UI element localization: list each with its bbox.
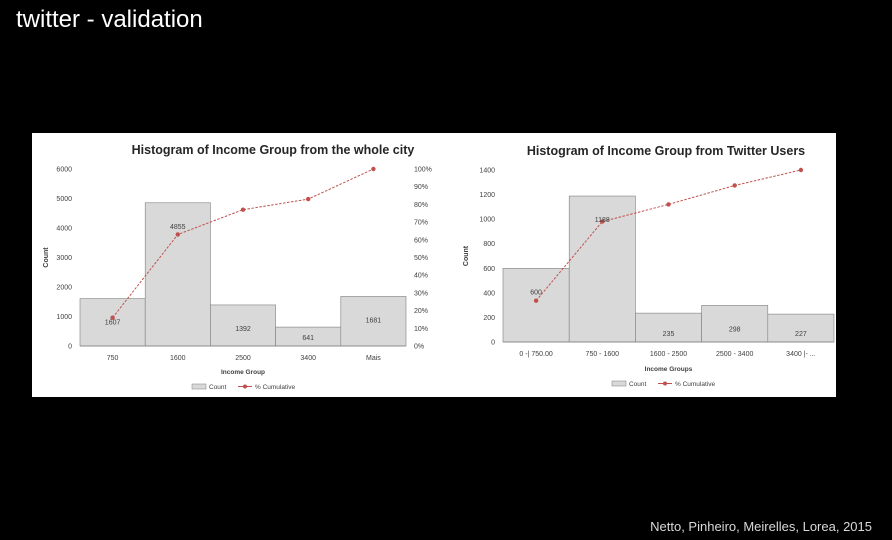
- y2-tick-label: 40%: [414, 273, 428, 280]
- data-label: 227: [795, 331, 807, 338]
- y2-tick-label: 60%: [414, 237, 428, 244]
- data-label: 298: [729, 326, 741, 333]
- cumulative-point: [371, 166, 376, 172]
- legend-count-label: Count: [629, 381, 647, 388]
- cumulative-point: [240, 207, 246, 212]
- x-tick-label: 2500: [235, 355, 251, 362]
- y-tick-label: 2000: [56, 285, 72, 292]
- y-tick-label: 4000: [56, 226, 72, 233]
- y2-tick-label: 10%: [414, 326, 428, 333]
- y2-tick-label: 0%: [414, 344, 424, 351]
- cumulative-point: [306, 196, 311, 202]
- data-label: 4855: [170, 224, 186, 231]
- chart-panel: Histogram of Income Group from the whole…: [32, 133, 836, 397]
- data-label: 600: [530, 289, 542, 296]
- y-tick-label: 3000: [56, 255, 72, 262]
- legend-count-swatch: [191, 383, 207, 390]
- y2-tick-label: 90%: [414, 184, 428, 191]
- cumulative-point: [175, 232, 180, 237]
- y2-tick-label: 100%: [414, 167, 432, 174]
- histogram-bar: [79, 298, 146, 347]
- data-label: 1681: [366, 317, 382, 324]
- cumulative-point: [798, 167, 804, 173]
- y-axis-title: Count: [43, 247, 50, 268]
- x-tick-label: 750 - 1600: [586, 351, 620, 358]
- cumulative-point: [533, 298, 539, 303]
- y-tick-label: 200: [483, 315, 495, 322]
- y-tick-label: 5000: [56, 196, 72, 203]
- x-tick-label: 1600: [170, 355, 186, 362]
- y-tick-label: 1000: [479, 217, 495, 224]
- data-label: 1188: [595, 217, 610, 224]
- chart-title: Histogram of Income Group from Twitter U…: [527, 144, 805, 158]
- histogram-bar: [767, 313, 835, 343]
- y-tick-label: 800: [483, 241, 495, 248]
- data-label: 1607: [105, 320, 121, 327]
- legend-count-label: Count: [209, 384, 227, 391]
- chart-title: Histogram of Income Group from the whole…: [132, 143, 415, 157]
- data-label: 1392: [235, 326, 251, 333]
- histogram-bar: [635, 312, 702, 343]
- y2-tick-label: 30%: [414, 290, 428, 297]
- histogram-bar: [210, 304, 276, 347]
- x-axis-title: Income Groups: [645, 366, 693, 373]
- y-tick-label: 600: [483, 266, 495, 273]
- x-tick-label: 1600 - 2500: [650, 351, 687, 358]
- y2-tick-label: 80%: [414, 202, 428, 209]
- cumulative-point: [732, 183, 737, 188]
- legend-cumulative-dot: [243, 384, 247, 389]
- y-tick-label: 0: [68, 344, 72, 351]
- x-tick-label: Mais: [366, 355, 381, 362]
- x-axis-title: Income Group: [221, 369, 265, 376]
- y-tick-label: 0: [491, 340, 495, 347]
- data-label: 641: [302, 335, 314, 342]
- histogram-bar: [340, 296, 407, 347]
- y2-tick-label: 70%: [414, 220, 428, 227]
- credit-text: Netto, Pinheiro, Meirelles, Lorea, 2015: [650, 519, 872, 534]
- data-label: 235: [663, 331, 675, 338]
- x-tick-label: 3400 |- ...: [786, 351, 816, 358]
- y2-tick-label: 20%: [414, 308, 428, 315]
- x-tick-label: 0 -| 750.00: [519, 351, 552, 358]
- legend-cumulative-dot: [663, 381, 667, 386]
- cumulative-line: [535, 169, 802, 302]
- legend-cumulative-label: % Cumulative: [255, 384, 295, 391]
- x-tick-label: 3400: [300, 355, 316, 362]
- y2-tick-label: 50%: [414, 255, 428, 262]
- slide-title: twitter - validation: [16, 6, 203, 33]
- x-tick-label: 2500 - 3400: [716, 351, 753, 358]
- legend-count-swatch: [611, 380, 627, 387]
- y-tick-label: 1400: [479, 168, 495, 175]
- histogram-bar: [701, 305, 769, 343]
- cumulative-point: [666, 202, 671, 207]
- y-tick-label: 1200: [479, 192, 495, 199]
- cumulative-point: [600, 219, 605, 224]
- histogram-bar: [502, 267, 570, 343]
- y-tick-label: 6000: [56, 167, 72, 174]
- legend-cumulative-label: % Cumulative: [675, 381, 715, 388]
- y-tick-label: 400: [483, 290, 495, 297]
- cumulative-point: [110, 315, 115, 320]
- y-tick-label: 1000: [56, 314, 72, 321]
- x-tick-label: 750: [107, 355, 119, 362]
- y-axis-title: Count: [463, 245, 470, 266]
- chart-svg: Histogram of Income Group from the whole…: [43, 143, 835, 391]
- cumulative-line: [112, 168, 374, 318]
